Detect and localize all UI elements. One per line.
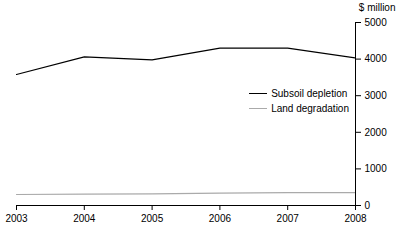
svg-text:2003: 2003 xyxy=(5,213,28,224)
svg-text:0: 0 xyxy=(365,200,371,211)
html-text:Subsoil depletion: Subsoil depletion xyxy=(271,88,348,99)
svg-text:$ million: $ million xyxy=(359,2,396,13)
html-text:Land degradation: Land degradation xyxy=(271,103,349,114)
svg-text:2004: 2004 xyxy=(73,213,96,224)
svg-text:2000: 2000 xyxy=(365,127,388,138)
svg-text:2005: 2005 xyxy=(141,213,164,224)
svg-text:2006: 2006 xyxy=(209,213,232,224)
svg-text:2007: 2007 xyxy=(277,213,300,224)
svg-text:4000: 4000 xyxy=(365,53,388,64)
svg-text:2008: 2008 xyxy=(344,213,367,224)
svg-text:1000: 1000 xyxy=(365,163,388,174)
svg-text:5000: 5000 xyxy=(365,17,388,28)
svg-text:3000: 3000 xyxy=(365,90,388,101)
